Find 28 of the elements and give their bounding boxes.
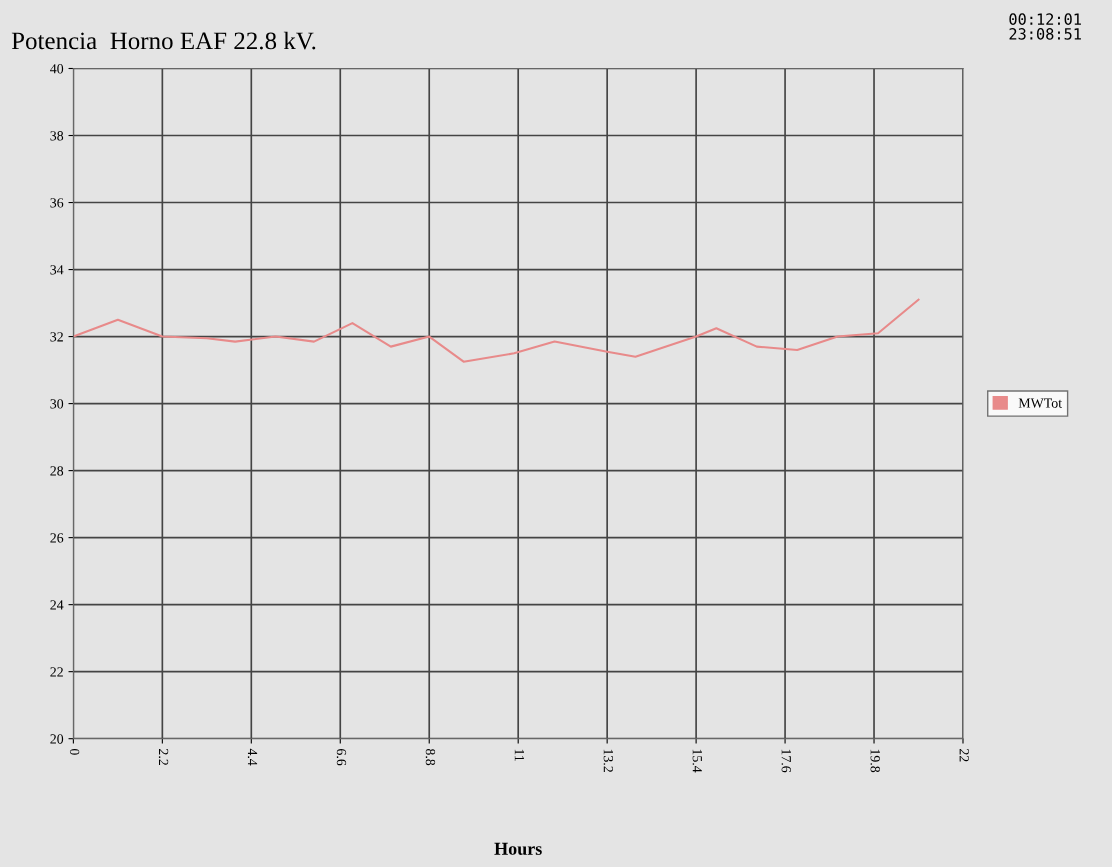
y-tick-label: 28 bbox=[50, 466, 64, 476]
y-tick-label: 40 bbox=[50, 64, 64, 74]
y-tick-label: 36 bbox=[50, 198, 64, 208]
x-tick-label: 11 bbox=[514, 749, 525, 761]
text: 23:08:51 bbox=[1009, 28, 1081, 40]
x-tick-label: 0 bbox=[69, 748, 80, 755]
y-tick-label: 38 bbox=[50, 131, 64, 141]
x-tick-label: 19.8 bbox=[870, 749, 880, 773]
x-tick-label: 22 bbox=[959, 749, 969, 762]
y-tick-label: 32 bbox=[50, 332, 63, 342]
y-tick-label: 26 bbox=[50, 533, 64, 543]
chart-title: Potencia Horno EAF 22.8 kV. bbox=[11, 31, 316, 50]
x-tick-label: 2.2 bbox=[158, 749, 169, 765]
y-tick-label: 22 bbox=[50, 667, 63, 677]
x-tick-label: 15.4 bbox=[692, 749, 702, 773]
x-tick-label: 17.6 bbox=[781, 749, 791, 773]
x-tick-label: 6.6 bbox=[336, 749, 347, 766]
x-tick-label: 8.8 bbox=[425, 748, 436, 766]
x-axis-title: Hours bbox=[494, 842, 542, 855]
legend-label: MWTot bbox=[1018, 398, 1062, 408]
y-tick-label: 24 bbox=[50, 600, 64, 610]
y-tick-label: 20 bbox=[50, 734, 64, 744]
y-tick-label: 30 bbox=[50, 399, 64, 409]
text: 00:12:01 bbox=[1009, 13, 1081, 25]
x-tick-label: 4.4 bbox=[247, 748, 258, 766]
line-series bbox=[73, 298, 920, 363]
y-tick-label: 34 bbox=[50, 265, 64, 275]
x-tick-label: 13.2 bbox=[603, 749, 614, 772]
